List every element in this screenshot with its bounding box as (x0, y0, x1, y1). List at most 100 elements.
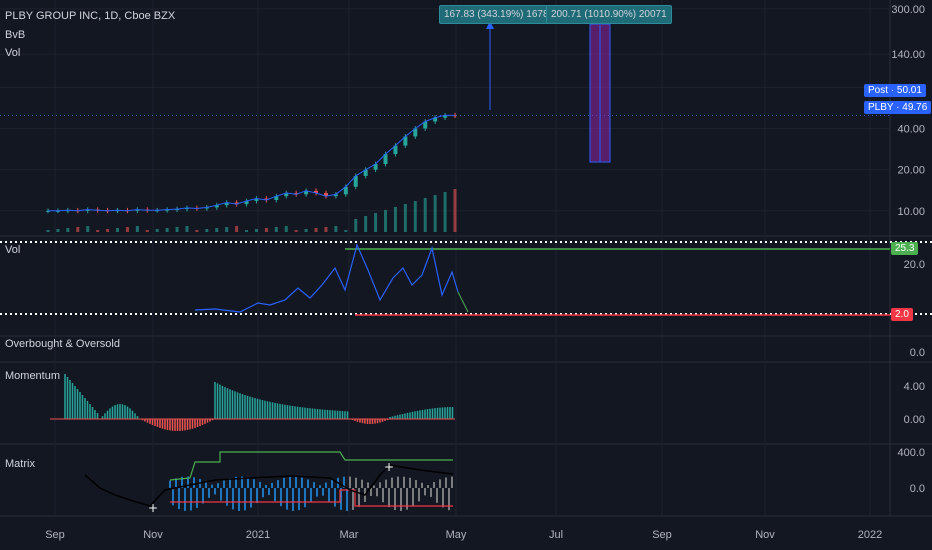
measure-annotation-2[interactable]: 200.71 (1010.90%) 20071 (546, 5, 672, 24)
volume-bar (56, 229, 60, 232)
candle-body (204, 207, 209, 209)
volume-bar (96, 230, 100, 232)
x-tick-label: Jul (549, 529, 563, 541)
volume-bar (215, 228, 219, 232)
candle-body (373, 163, 378, 170)
volume-bar (433, 195, 437, 232)
candle-body (403, 136, 408, 146)
momentum-y-tick: 0.00 (904, 414, 925, 426)
volume-bar (264, 228, 268, 232)
volume-bar (364, 216, 368, 232)
candle-body (135, 209, 140, 211)
momentum-y-tick: 4.00 (904, 381, 925, 393)
volume-bar (175, 227, 179, 232)
volume-bar (413, 201, 417, 232)
candle-body (453, 115, 457, 117)
y-tick-label: 40.00 (897, 123, 925, 135)
volume-bar (115, 228, 119, 232)
candle-body (214, 205, 219, 208)
vol-pane-title: Vol (5, 244, 21, 256)
volume-bar (284, 226, 288, 232)
volume-bar (344, 230, 348, 232)
volume-bar (393, 207, 397, 232)
candle-body (413, 128, 418, 137)
volume-bar (185, 226, 189, 232)
x-tick-label: Sep (45, 529, 65, 541)
vol-line (194, 243, 459, 313)
volume-bar (334, 226, 338, 232)
candle-body (363, 169, 368, 176)
measure-annotation-1[interactable]: 167.83 (343.19%) 16783 (439, 5, 560, 24)
matrix-y-tick: 0.0 (910, 483, 925, 495)
volume-bar (165, 228, 169, 232)
volume-bar (76, 227, 80, 232)
matrix-upper-line (169, 451, 453, 481)
candle-body (423, 121, 428, 129)
candle-body (155, 210, 160, 212)
matrix-cross-marker: + (384, 460, 394, 474)
candle-body (46, 210, 50, 212)
volume-bar (294, 230, 298, 232)
volume-bar (254, 229, 258, 232)
candle-body (65, 210, 70, 212)
candle-body (115, 210, 120, 212)
volume-bar (374, 213, 378, 232)
candle-body (333, 194, 338, 197)
volume-bar (324, 227, 328, 232)
volume-bar (135, 226, 139, 232)
x-tick-label: Mar (340, 529, 359, 541)
y-tick-label: 20.00 (897, 165, 925, 177)
candle-body (323, 192, 328, 197)
volume-bar (354, 219, 358, 232)
x-tick-label: 2022 (858, 529, 882, 541)
vol-y-tick: 20.0 (904, 259, 925, 271)
volume-bar (403, 204, 407, 232)
x-tick-label: Nov (755, 529, 775, 541)
candle-body (433, 117, 438, 122)
volume-bar (106, 229, 110, 232)
volume-bar (66, 228, 70, 232)
last-price-tag: PLBY · 49.76 (864, 101, 932, 114)
candle-body (393, 145, 398, 155)
volume-bar (245, 230, 249, 232)
vol-high-tag: 25.3 (891, 242, 919, 255)
candle-body (254, 198, 259, 201)
volume-bar (86, 226, 90, 232)
candle-body (264, 198, 269, 200)
candle-body (314, 190, 319, 193)
indicator-bvb-label: BvB (5, 29, 26, 41)
matrix-pane-title: Matrix (5, 458, 35, 470)
x-tick-label: Sep (652, 529, 672, 541)
candle-body (184, 207, 189, 210)
volume-bar (225, 227, 229, 232)
y-tick-label: 140.00 (891, 49, 925, 61)
candle-body (304, 190, 309, 195)
candle-body (234, 202, 239, 205)
volume-bar (443, 192, 447, 232)
obos-pane-title: Overbought & Oversold (5, 338, 120, 350)
indicator-vol-label: Vol (5, 47, 21, 59)
obos-y-tick: 0.0 (910, 347, 925, 359)
x-tick-label: May (446, 529, 467, 541)
candle-body (55, 210, 60, 212)
x-tick-label: Nov (143, 529, 163, 541)
candle-body (165, 209, 170, 211)
y-tick-label: 300.00 (891, 4, 925, 16)
candle-body (443, 115, 448, 118)
volume-bar (314, 228, 318, 232)
y-tick-label: 10.00 (897, 206, 925, 218)
volume-bar (423, 198, 427, 232)
volume-bar (453, 189, 457, 232)
volume-bar (274, 227, 278, 232)
vol-arrow (457, 291, 469, 313)
x-tick-label: 2021 (246, 529, 270, 541)
price-line (48, 114, 456, 212)
volume-bar (145, 230, 149, 232)
candle-body (274, 196, 279, 200)
measure-arrowhead-1 (486, 21, 494, 29)
matrix-y-tick: 400.0 (897, 447, 925, 459)
volume-bar (195, 230, 199, 232)
vol-low-tag: 2.0 (891, 308, 913, 321)
candle-body (85, 209, 90, 211)
